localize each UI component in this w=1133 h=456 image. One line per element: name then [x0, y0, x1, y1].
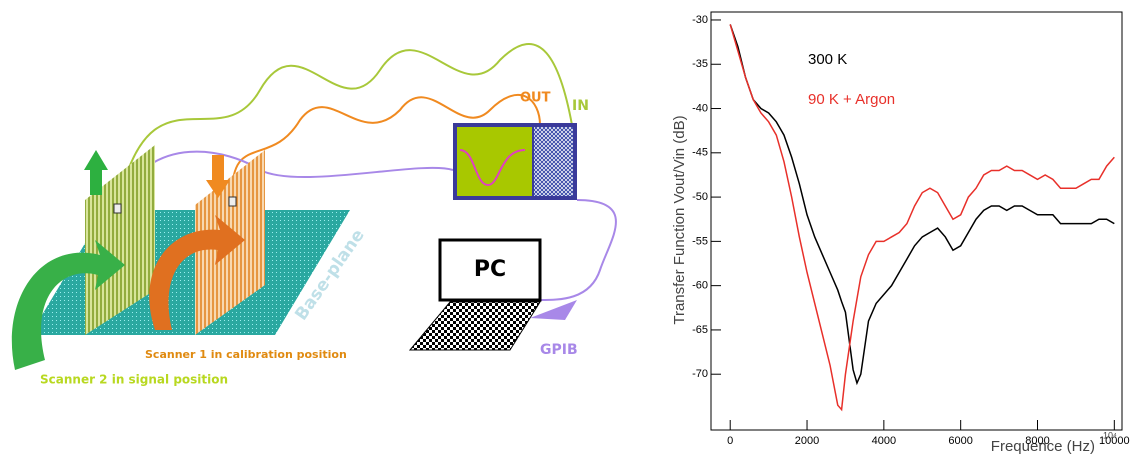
- y-tick-label: -30: [692, 14, 708, 26]
- x-tick-label: 0: [727, 435, 733, 447]
- x-tick-label: 4000: [872, 435, 896, 447]
- y-tick-label: -45: [692, 147, 708, 159]
- x-axis-label: Frequence (Hz): [991, 438, 1095, 455]
- gpib-label: GPIB: [540, 342, 578, 358]
- series-line: [729, 24, 1115, 412]
- connector: [228, 196, 237, 207]
- y-tick-label: -65: [692, 324, 708, 336]
- x-exponent: 10⁴: [1103, 430, 1117, 440]
- y-tick-label: -70: [692, 368, 708, 380]
- gpib-connector: [530, 300, 577, 320]
- y-tick-label: -35: [692, 58, 708, 70]
- y-tick-label: -55: [692, 235, 708, 247]
- scope-screen: [457, 127, 532, 196]
- x-tick-label: 6000: [948, 435, 972, 447]
- y-tick-label: -60: [692, 280, 708, 292]
- y-tick-label: -40: [692, 102, 708, 114]
- in-label: IN: [572, 98, 589, 114]
- x-tick-label: 10000: [1099, 435, 1130, 447]
- scanner2-label: Scanner 2 in signal position: [40, 373, 228, 387]
- connector: [113, 203, 122, 214]
- waveform: [459, 149, 526, 187]
- laptop-keyboard: [408, 301, 541, 351]
- y-axis-label: Transfer Function Vout/Vin (dB): [671, 115, 688, 324]
- cable: [539, 199, 617, 301]
- legend-label: 300 K: [808, 51, 847, 68]
- setup-diagram: OUT IN PC GPIB Base-plane Scanner 1 in c…: [11, 43, 617, 387]
- legend-label: 90 K + Argon: [808, 91, 895, 108]
- rotate-arrow: [149, 215, 245, 330]
- laptop-screen: [438, 238, 542, 302]
- y-tick-label: -50: [692, 191, 708, 203]
- x-tick-label: 2000: [795, 435, 819, 447]
- chart: Transfer Function Vout/Vin (dB) Frequenc…: [671, 11, 1130, 455]
- down-arrow: [206, 155, 230, 198]
- out-label: OUT: [520, 91, 551, 106]
- up-arrow: [84, 150, 108, 195]
- rotate-arrow: [11, 240, 126, 370]
- scanner-2: [85, 145, 155, 335]
- cable: [117, 43, 573, 206]
- cable: [230, 94, 541, 201]
- pc-label: PC: [474, 257, 506, 282]
- x-tick-label: 8000: [1025, 435, 1049, 447]
- series-line: [729, 24, 1115, 386]
- cable: [117, 150, 454, 206]
- scope-panel: [534, 127, 573, 196]
- scanner1-label: Scanner 1 in calibration position: [145, 348, 347, 361]
- plot-frame: [710, 11, 1123, 431]
